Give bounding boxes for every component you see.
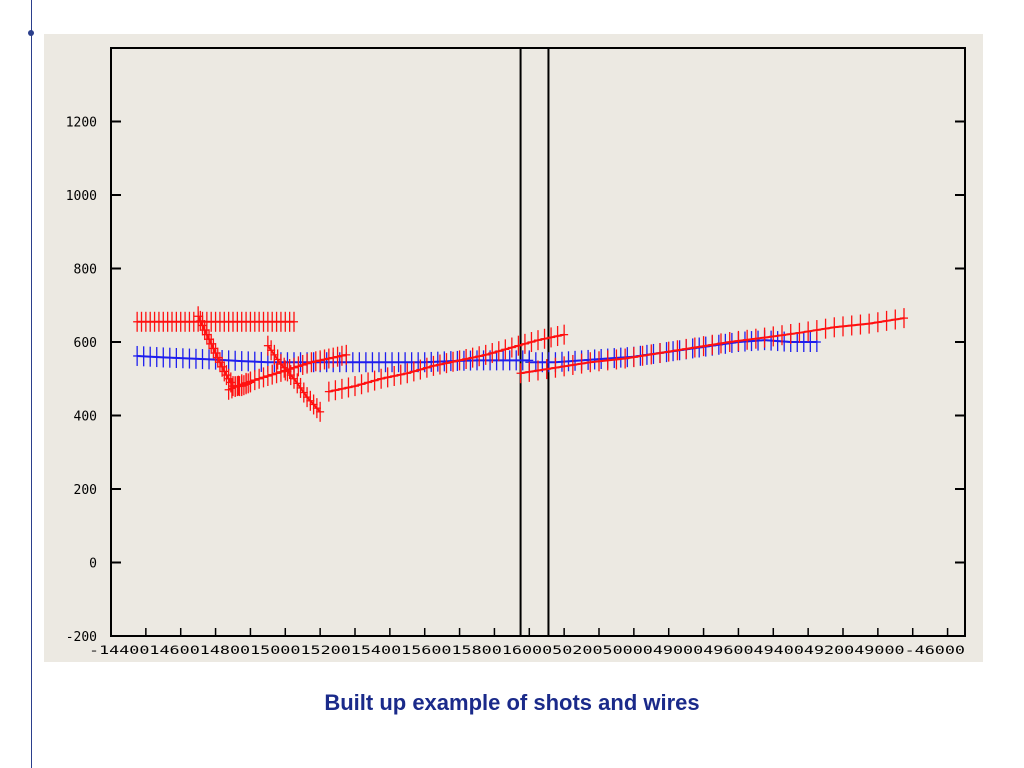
y-tick-label: 0	[89, 557, 97, 572]
x-tick-labels: -144001460014800150001520015400156001580…	[89, 643, 965, 657]
y-tick-label: 600	[74, 336, 97, 351]
y-tick-label: 800	[74, 263, 97, 278]
y-tick-label: 200	[74, 483, 97, 498]
left-vertical-rule	[31, 0, 32, 768]
y-tick-label: 1200	[66, 116, 97, 131]
y-tick-label: 400	[74, 410, 97, 425]
bullet-dot	[28, 30, 34, 36]
y-tick-label: -200	[66, 630, 97, 645]
y-tick-label: 1000	[66, 189, 97, 204]
slide-caption: Built up example of shots and wires	[324, 690, 700, 715]
scatter-chart: 1200 1000 800 600 400 200 0 -200-14400146001480…	[66, 47, 966, 657]
plot-panel: 1200 1000 800 600 400 200 0 -200 -14400146001480…	[44, 34, 983, 662]
